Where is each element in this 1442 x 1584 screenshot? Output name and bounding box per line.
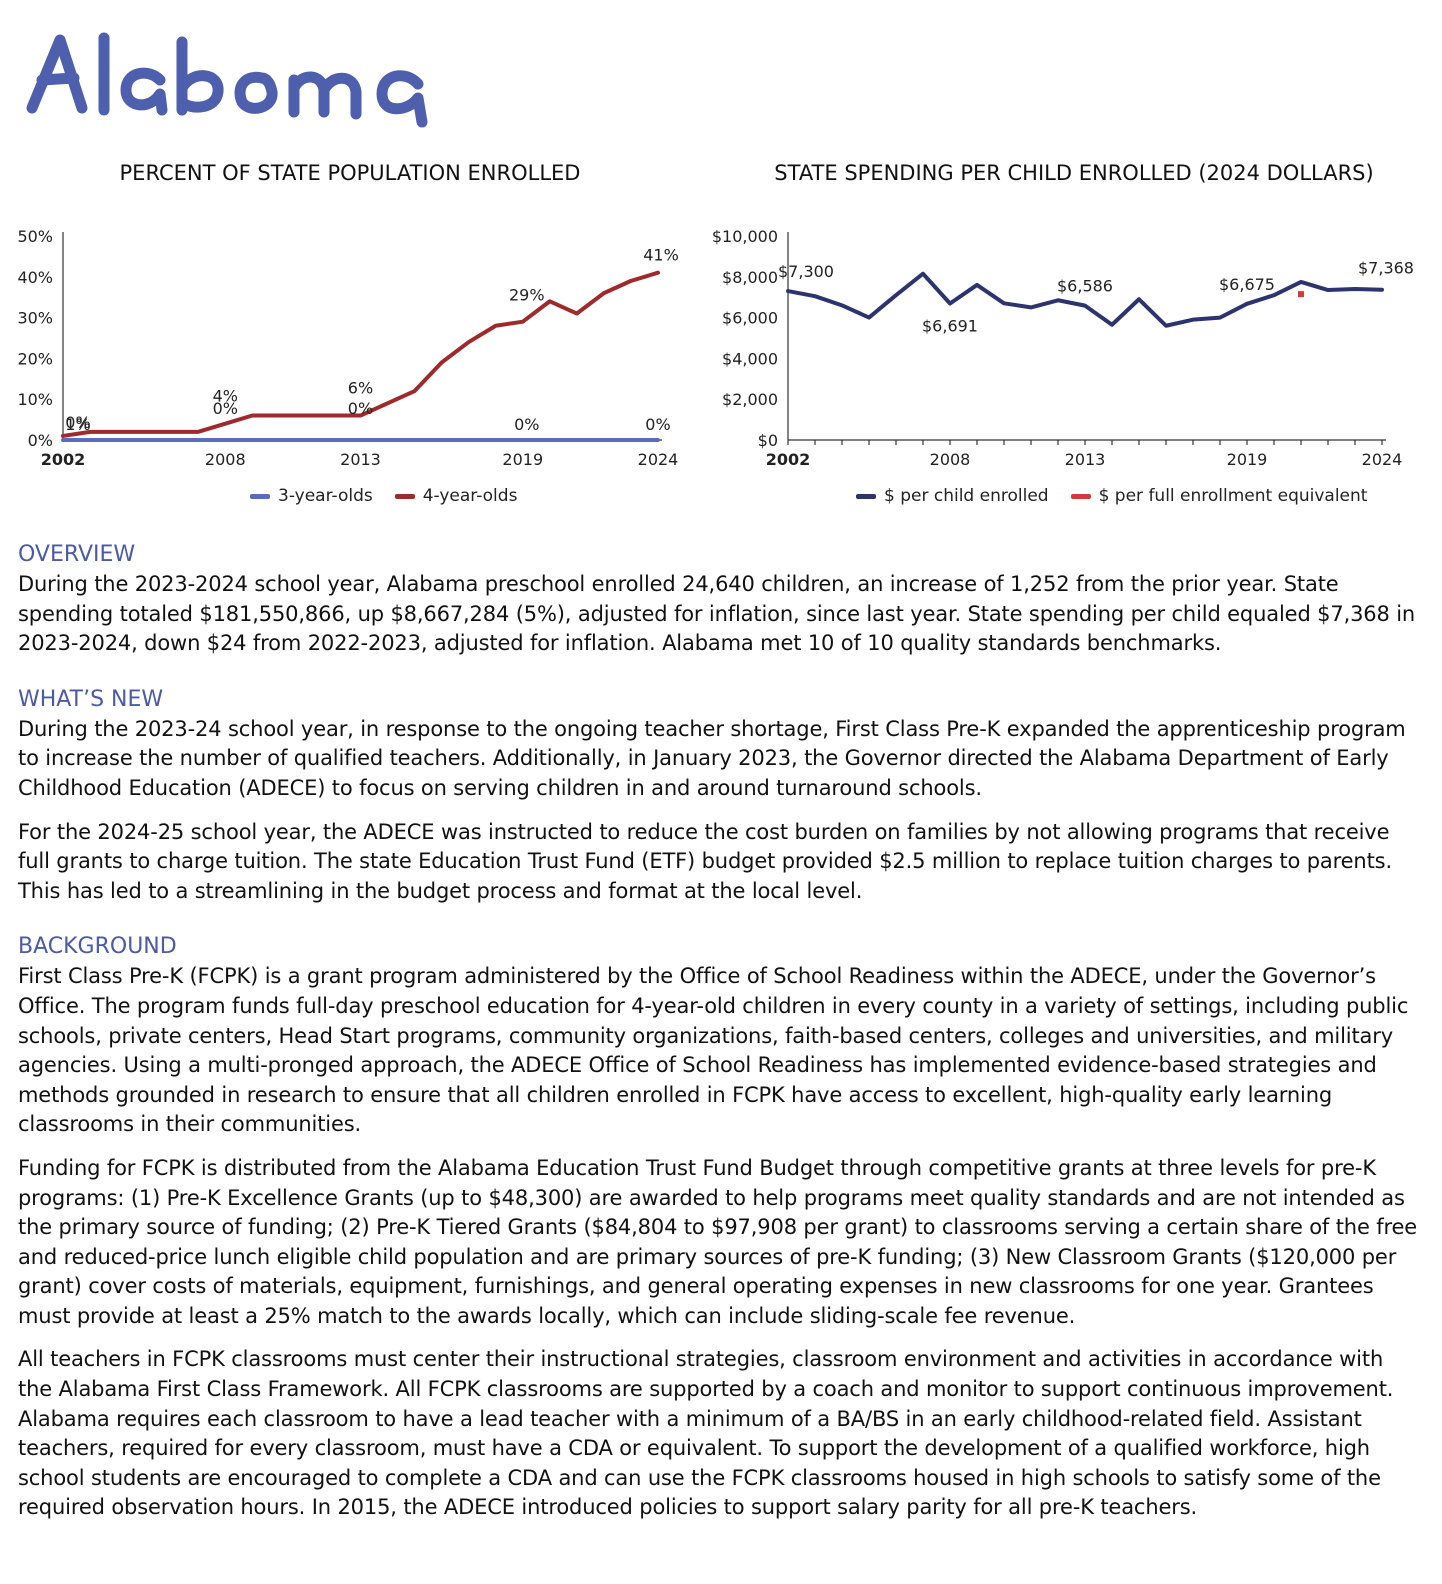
legend-label: $ per full enrollment equivalent (1098, 486, 1368, 506)
overview-section: OVERVIEW During the 2023-2024 school yea… (18, 540, 1423, 659)
data-label: 1% (65, 415, 90, 434)
legend-label: $ per child enrolled (884, 486, 1049, 506)
y-tick-label: 10% (17, 390, 53, 409)
y-tick-label: 20% (17, 349, 53, 368)
legend-swatch-icon (250, 493, 270, 499)
data-label: 29% (509, 286, 545, 305)
legend-item-4-year-olds: 4-year-olds (394, 486, 518, 506)
x-tick-label: 2013 (1065, 450, 1106, 469)
x-tick-label: 2002 (41, 450, 86, 469)
data-label: 0% (65, 413, 90, 432)
data-label: 6% (348, 379, 373, 398)
data-label: 4% (213, 387, 238, 406)
data-label: 0% (514, 415, 539, 434)
section-heading: OVERVIEW (18, 542, 136, 567)
data-label: $6,586 (1057, 277, 1113, 296)
data-label: 41% (643, 246, 679, 265)
series-line (786, 271, 1384, 328)
state-name-handwritten (26, 32, 428, 128)
y-tick-label: 40% (17, 268, 53, 287)
x-tick-label: 2024 (638, 450, 679, 469)
whats-new-paragraph: For the 2024-25 school year, the ADECE w… (18, 819, 1392, 903)
section-heading: WHAT’S NEW (18, 686, 164, 712)
y-tick-label: 30% (17, 309, 53, 328)
series-line (61, 270, 660, 438)
y-tick-label: 0% (28, 431, 53, 450)
data-label: $6,675 (1219, 275, 1275, 294)
x-tick-label: 2013 (340, 450, 381, 469)
data-label: 0% (213, 399, 238, 418)
overview-paragraph: During the 2023-2024 school year, Alabam… (18, 572, 1416, 656)
legend-swatch-icon (856, 493, 876, 499)
y-tick-label: 50% (17, 227, 53, 246)
background-paragraph: All teachers in FCPK classrooms must cen… (18, 1347, 1394, 1520)
enrollment-chart-legend: 3-year-olds 4-year-olds (250, 486, 517, 506)
data-label: 0% (348, 399, 373, 418)
x-tick-label: 2008 (205, 450, 246, 469)
x-tick-label: 2024 (1362, 450, 1403, 469)
x-tick-label: 2019 (502, 450, 543, 469)
y-tick-label: $0 (758, 431, 778, 450)
section-heading: BACKGROUND (18, 934, 177, 960)
whats-new-paragraph: During the 2023-24 school year, in respo… (18, 716, 1406, 800)
legend-swatch-icon (1070, 493, 1091, 499)
y-tick-label: $2,000 (722, 390, 778, 409)
y-tick-label: $8,000 (722, 268, 778, 287)
y-tick-label: $6,000 (722, 309, 778, 328)
data-label: $6,691 (922, 317, 978, 336)
x-tick-label: 2019 (1227, 450, 1268, 469)
legend-label: 3-year-olds (278, 486, 373, 506)
legend-item-per-child: $ per child enrolled (856, 486, 1049, 506)
series-point (1298, 291, 1304, 298)
y-tick-label: $4,000 (722, 349, 778, 368)
x-tick-label: 2002 (766, 450, 811, 469)
y-tick-label: $10,000 (712, 227, 778, 246)
spending-chart: $0 $2,000 $4,000 $6,000 $8,000 $10,000 2002 200… (712, 227, 1414, 469)
enrollment-chart-title: PERCENT OF STATE POPULATION ENROLLED (119, 161, 581, 185)
data-label: 0% (645, 415, 670, 434)
background-paragraph: First Class Pre-K (FCPK) is a grant prog… (18, 964, 1409, 1137)
legend-item-3-year-olds: 3-year-olds (250, 486, 373, 506)
whats-new-section: WHAT’S NEW During the 2023-24 school yea… (18, 685, 1423, 907)
legend-label: 4-year-olds (422, 486, 518, 506)
data-label: $7,368 (1358, 259, 1414, 278)
background-paragraph: Funding for FCPK is distributed from the… (18, 1155, 1418, 1328)
data-label: $7,300 (778, 262, 834, 281)
legend-item-per-fte: $ per full enrollment equivalent (1070, 486, 1368, 506)
background-section: BACKGROUND First Class Pre-K (FCPK) is a… (18, 932, 1423, 1523)
legend-swatch-icon (394, 493, 415, 499)
spending-chart-legend: $ per child enrolled $ per full enrollme… (856, 486, 1367, 506)
spending-chart-title: STATE SPENDING PER CHILD ENROLLED (2024 … (774, 161, 1374, 185)
profile-text: OVERVIEW During the 2023-2024 school yea… (18, 540, 1423, 1549)
enrollment-chart: 0%10%20%30%40%50%2002 2008 2013 2019 20241%0… (17, 227, 679, 469)
x-tick-label: 2008 (930, 450, 971, 469)
